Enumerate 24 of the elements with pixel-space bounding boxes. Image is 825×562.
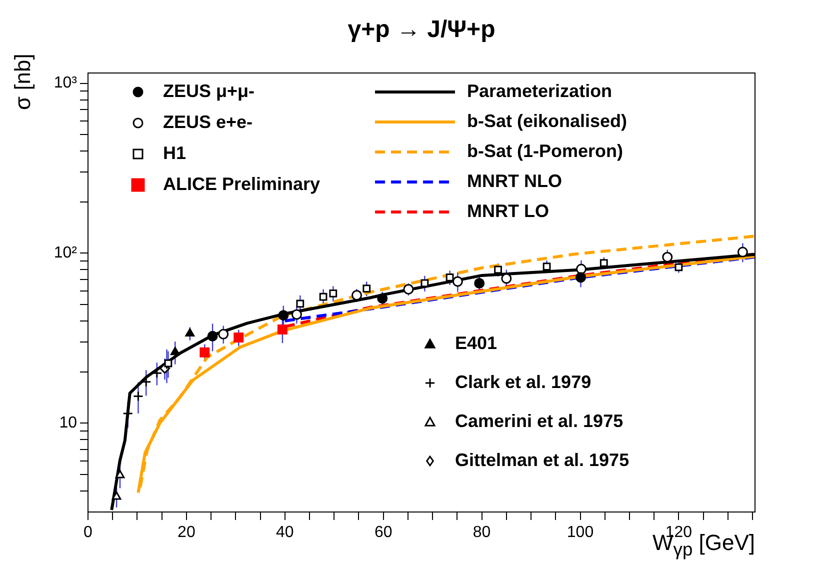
legend-label: MNRT NLO: [467, 170, 562, 191]
x-tick-label: 40: [276, 524, 294, 542]
legend-label: ZEUS e+e-: [163, 112, 253, 132]
y-tick-label: 10²: [54, 244, 78, 262]
x-tick-label: 100: [566, 524, 594, 542]
legend-label: Clark et al. 1979: [455, 372, 592, 392]
legend-label: H1: [163, 142, 186, 163]
y-axis-title: σ [nb]: [10, 54, 36, 110]
legend-label: Camerini et al. 1975: [455, 410, 624, 431]
legend-label: Gittelman et al. 1975: [455, 450, 630, 470]
legend-label: E401: [455, 332, 498, 353]
chart-title: γ+p → J/Ψ+p: [346, 16, 496, 44]
legend-label: b-Sat (1-Pomeron): [467, 140, 624, 161]
x-tick-label: 80: [472, 524, 491, 542]
y-tick-label: 10³: [54, 74, 78, 92]
legend-label: ALICE Preliminary: [163, 174, 320, 194]
x-tick-label: 0: [84, 524, 93, 542]
x-tick-label: 60: [374, 524, 392, 542]
legend-label: b-Sat (eikonalised): [467, 110, 628, 131]
y-tick-label: 10: [59, 414, 78, 432]
legend-label: ZEUS μ+μ-: [163, 80, 255, 101]
x-tick-label: 20: [178, 524, 196, 542]
legend-label: MNRT LO: [467, 200, 549, 221]
legend-label: Parameterization: [467, 80, 612, 101]
